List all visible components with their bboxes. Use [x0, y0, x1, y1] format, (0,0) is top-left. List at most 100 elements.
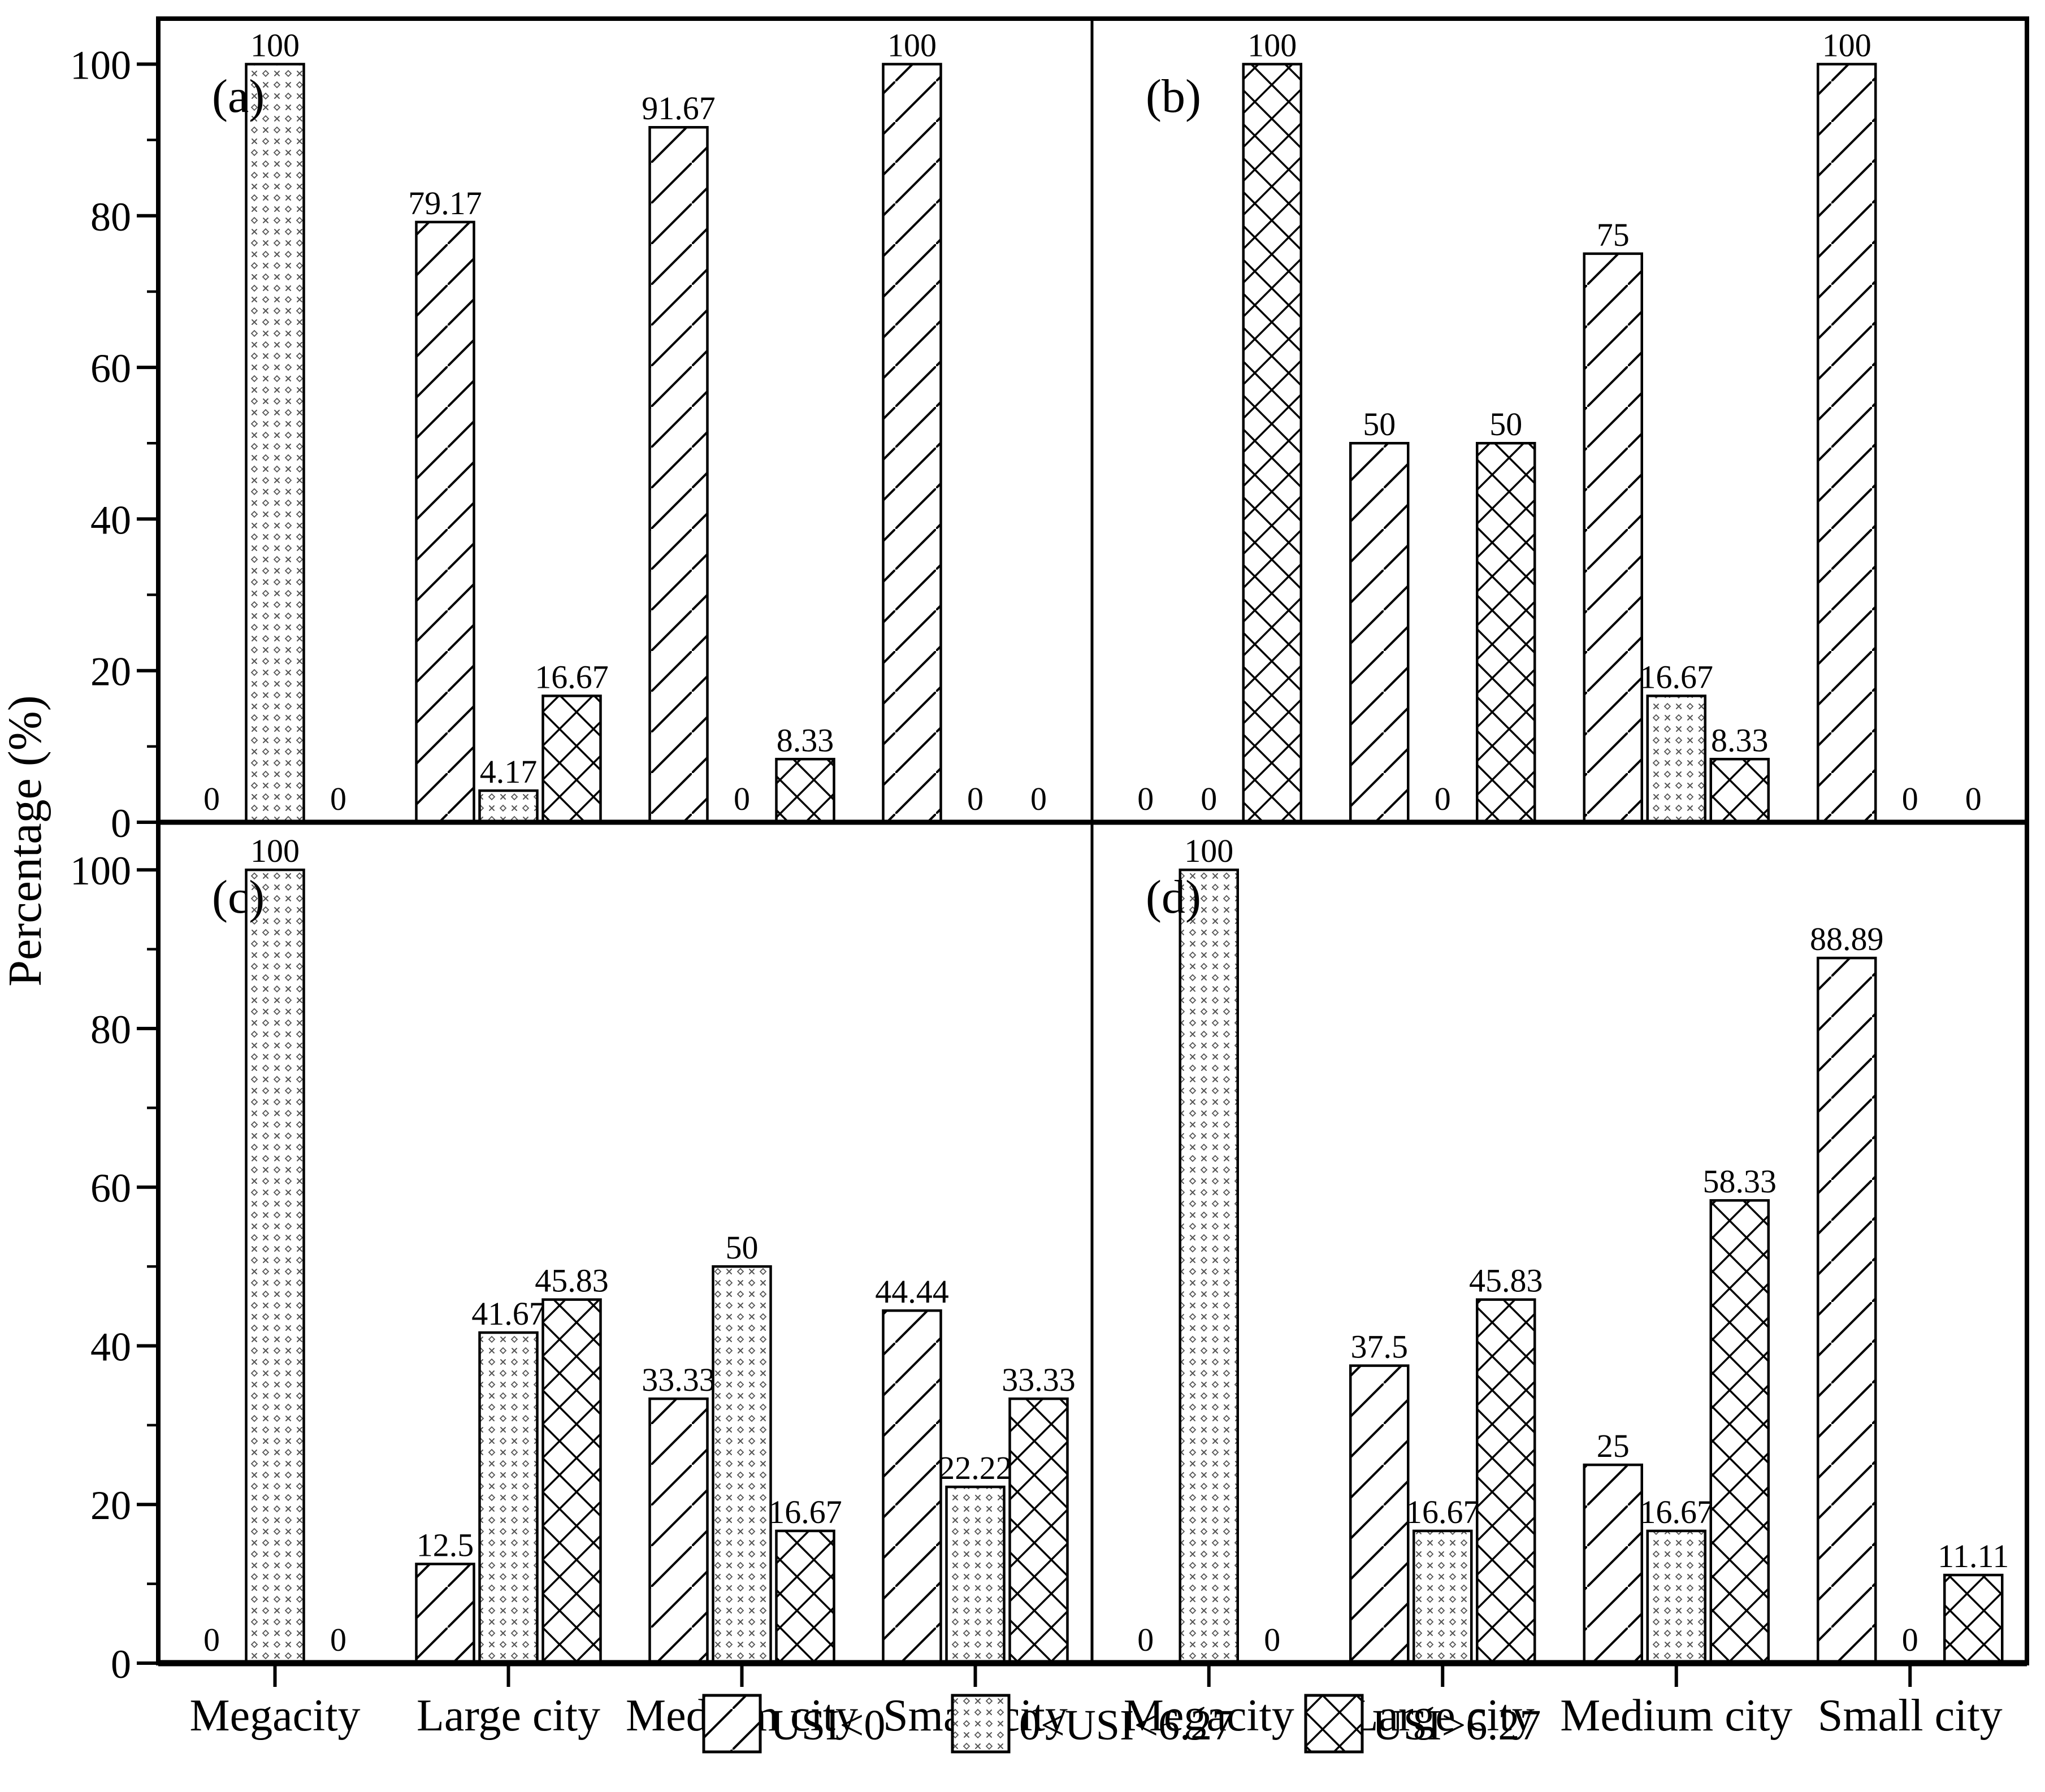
- y-tick-label: 80: [90, 1007, 131, 1052]
- bar-value-label: 0: [734, 780, 750, 817]
- bar-value-label: 16.67: [768, 1494, 842, 1530]
- bar-value-label: 0: [203, 1621, 220, 1658]
- legend-swatch-dots: [951, 1694, 1011, 1754]
- bar-value-label: 0: [330, 1621, 346, 1658]
- bar: [945, 1485, 1006, 1665]
- bar-value-label: 16.67: [535, 658, 609, 695]
- bar-value-label: 12.5: [417, 1527, 474, 1564]
- legend-label: USI<0: [770, 1702, 885, 1749]
- bar: [1583, 252, 1643, 824]
- bar-value-label: 0: [1902, 1621, 1918, 1658]
- bar-value-label: 0: [1137, 1621, 1154, 1658]
- bar-value-label: 22.22: [938, 1450, 1012, 1486]
- bar: [541, 1298, 602, 1665]
- bar-value-label: 45.83: [1469, 1262, 1543, 1299]
- bar: [1179, 868, 1239, 1665]
- bar-value-label: 44.44: [875, 1273, 949, 1310]
- bar: [478, 789, 539, 824]
- bar: [245, 868, 305, 1665]
- bar-value-label: 16.67: [1640, 1494, 1714, 1530]
- bar: [541, 695, 602, 824]
- y-tick-label: 0: [111, 1642, 131, 1687]
- bar: [1476, 441, 1536, 824]
- panel-tag: (d): [1146, 871, 1201, 923]
- bar-value-label: 100: [250, 832, 300, 869]
- bar-value-label: 33.33: [642, 1361, 716, 1398]
- bar: [1008, 1397, 1069, 1665]
- x-axis-category-label: Large city: [1351, 1691, 1535, 1741]
- bar-value-label: 4.17: [480, 753, 538, 790]
- bar-value-label: 33.33: [1002, 1361, 1076, 1398]
- bar-value-label: 8.33: [777, 722, 834, 758]
- bar-value-label: 100: [250, 27, 300, 63]
- legend-label: 0<USI<6.27: [1019, 1702, 1233, 1749]
- y-tick-label: 40: [90, 497, 131, 543]
- bar-value-label: 88.89: [1810, 921, 1884, 957]
- bar: [245, 63, 305, 824]
- bar-value-label: 16.67: [1640, 658, 1714, 695]
- bar-value-label: 100: [1184, 832, 1233, 869]
- bar: [415, 1563, 475, 1665]
- bar-value-label: 79.17: [408, 185, 482, 222]
- y-tick-label: 80: [90, 194, 131, 240]
- bar-value-label: 41.67: [471, 1295, 545, 1332]
- bar: [1413, 1529, 1473, 1665]
- bar: [1349, 441, 1410, 824]
- bar-value-label: 75: [1597, 216, 1630, 253]
- bar-value-label: 45.83: [535, 1262, 609, 1299]
- y-axis-title: Percentage (%): [0, 695, 51, 986]
- bar: [1646, 1529, 1706, 1665]
- bar-value-label: 0: [967, 780, 983, 817]
- bar-value-label: 0: [203, 780, 220, 817]
- bar-value-label: 50: [726, 1229, 759, 1266]
- legend: USI<0 0<USI<6.27 USI>6.27: [702, 1694, 1541, 1754]
- bar: [478, 1331, 539, 1665]
- x-axis-category-label: Megacity: [189, 1691, 360, 1741]
- panel-tag: (a): [212, 70, 265, 123]
- bar-value-label: 100: [1822, 27, 1871, 63]
- y-tick-label: 0: [111, 801, 131, 846]
- bar: [712, 1265, 772, 1665]
- bar-value-label: 37.5: [1351, 1329, 1409, 1365]
- bar-value-label: 50: [1489, 406, 1522, 442]
- y-tick-label: 100: [70, 848, 131, 893]
- bar-value-label: 91.67: [642, 90, 716, 127]
- panel-tag: (c): [212, 871, 265, 923]
- bar: [648, 1397, 709, 1665]
- y-tick-label: 60: [90, 346, 131, 391]
- bar: [1646, 695, 1706, 824]
- panel-b: 0 0 100 50 0 50 75 16.67 8.33 100 0 0 (b): [1137, 27, 1982, 824]
- bar-value-label: 16.67: [1406, 1494, 1480, 1530]
- legend-label: USI>6.27: [1372, 1702, 1541, 1749]
- bar-value-label: 0: [1030, 780, 1047, 817]
- legend-swatch-crosshatch: [1304, 1694, 1364, 1754]
- y-tick-label: 20: [90, 649, 131, 695]
- legend-swatch-diagonal: [702, 1694, 762, 1754]
- bar-value-label: 0: [1435, 780, 1451, 817]
- bar: [1817, 63, 1877, 824]
- x-axis-category-label: Small city: [1818, 1691, 2003, 1741]
- bar: [648, 125, 709, 824]
- bar: [882, 1309, 942, 1665]
- y-tick-label: 20: [90, 1483, 131, 1528]
- bar-value-label: 0: [330, 780, 346, 817]
- bar-value-label: 58.33: [1703, 1163, 1777, 1200]
- bar-value-label: 8.33: [1711, 722, 1769, 758]
- x-axis-category-label: Large city: [417, 1691, 600, 1741]
- bar-value-label: 25: [1597, 1427, 1630, 1464]
- bar-value-label: 0: [1965, 780, 1982, 817]
- bar-value-label: 11.11: [1938, 1538, 2009, 1574]
- bar: [1242, 63, 1302, 824]
- panel-tag: (b): [1146, 70, 1201, 123]
- y-tick-label: 60: [90, 1166, 131, 1211]
- bar: [775, 758, 835, 824]
- bar-value-label: 0: [1902, 780, 1918, 817]
- y-tick-label: 100: [70, 42, 131, 88]
- panel-d: 0 100 0 37.5 16.67 45.83 25 16.67 58.33 88.89 0 11.…: [1137, 832, 2009, 1665]
- bar: [775, 1529, 835, 1665]
- x-axis-category-label: Medium city: [1560, 1691, 1792, 1741]
